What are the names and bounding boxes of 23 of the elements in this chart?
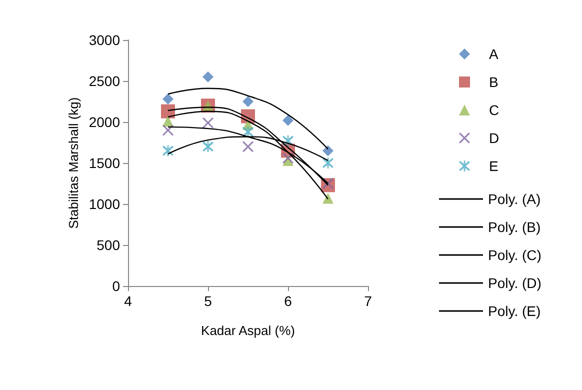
y-tick-label: 500 [96, 237, 120, 253]
legend-label: A [489, 46, 499, 62]
y-axis-title: Stabilitas Marshall (kg) [66, 97, 81, 229]
y-tick-label: 3000 [88, 32, 120, 48]
x-tick-label: 6 [284, 293, 292, 309]
legend-label: D [489, 130, 500, 146]
x-tick-label: 7 [364, 293, 372, 309]
legend-label: Poly. (E) [488, 303, 541, 319]
legend-label: Poly. (B) [488, 219, 541, 235]
x-tick-label: 5 [204, 293, 212, 309]
legend-label: E [489, 158, 498, 174]
legend-label: Poly. (C) [488, 247, 542, 263]
legend-label: C [489, 102, 500, 118]
y-tick-label: 2000 [88, 114, 120, 130]
y-tick-label: 1500 [88, 155, 120, 171]
y-tick-label: 0 [112, 278, 120, 294]
legend-label: Poly. (D) [488, 275, 542, 291]
legend-label: B [489, 74, 498, 90]
y-tick-label: 1000 [88, 196, 120, 212]
legend-label: Poly. (A) [488, 191, 541, 207]
x-axis-title: Kadar Aspal (%) [201, 323, 295, 338]
x-tick-label: 4 [124, 293, 132, 309]
y-tick-label: 2500 [88, 73, 120, 89]
